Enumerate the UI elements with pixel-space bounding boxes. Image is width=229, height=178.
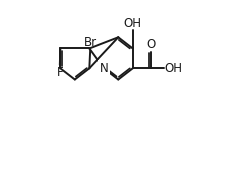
- Text: OH: OH: [164, 62, 181, 75]
- Text: F: F: [56, 66, 63, 79]
- Text: Br: Br: [83, 36, 96, 49]
- Text: O: O: [146, 38, 155, 51]
- Text: OH: OH: [123, 17, 141, 30]
- Text: N: N: [99, 62, 108, 75]
